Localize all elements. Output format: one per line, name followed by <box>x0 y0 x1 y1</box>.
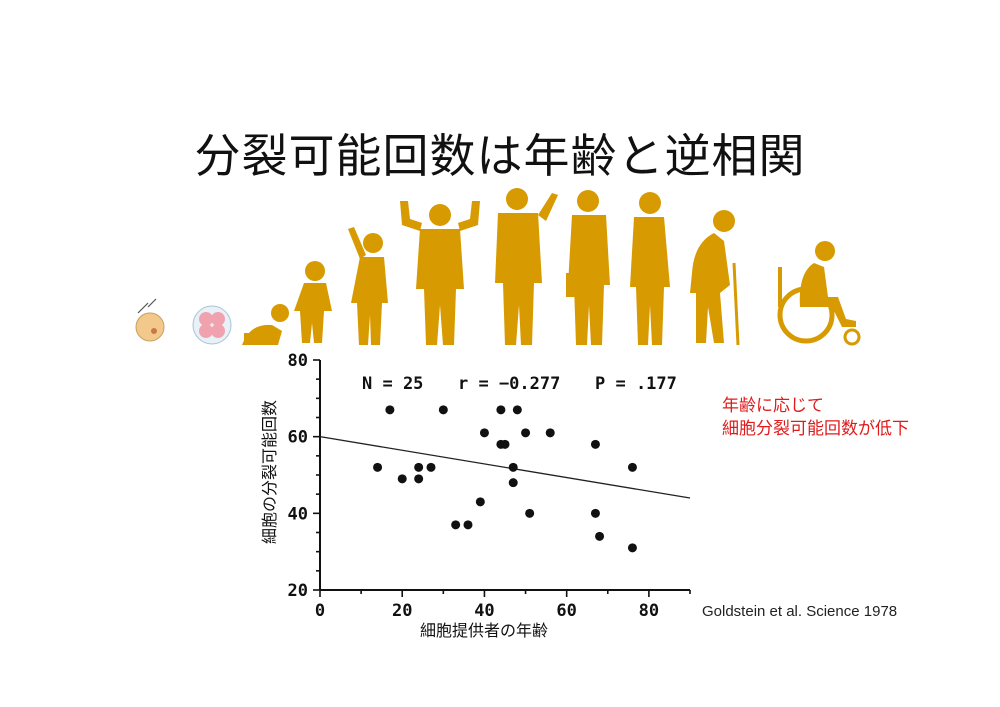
data-point <box>512 405 522 415</box>
data-point <box>463 520 473 530</box>
slide-title: 分裂可能回数は年齢と逆相関 <box>194 129 806 183</box>
data-point <box>508 462 518 472</box>
data-point <box>500 439 510 449</box>
data-point <box>451 520 461 530</box>
regression-line <box>319 436 691 499</box>
data-point <box>479 428 489 438</box>
citation: Goldstein et al. Science 1978 <box>702 603 898 620</box>
note-line-1: 年齢に応じて <box>722 396 824 416</box>
data-point <box>525 508 535 518</box>
child-silhouette-icon <box>348 227 388 345</box>
wheelchair-silhouette-icon <box>777 241 861 346</box>
stat-p: P = .177 <box>595 374 677 394</box>
data-point <box>521 428 531 438</box>
y-tick-label: 20 <box>288 581 308 601</box>
young-man-silhouette-icon <box>400 201 480 345</box>
note-line-2: 細胞分裂可能回数が低下 <box>722 419 909 439</box>
x-tick-label: 0 <box>315 601 325 621</box>
data-point <box>595 531 605 541</box>
data-point <box>385 405 395 415</box>
x-axis-label: 細胞提供者の年齢 <box>420 621 549 640</box>
y-tick-label: 40 <box>288 504 308 524</box>
data-point <box>397 474 407 484</box>
y-tick-label: 60 <box>288 428 308 448</box>
data-point <box>438 405 448 415</box>
data-point <box>545 428 555 438</box>
data-point <box>475 497 485 507</box>
elderly-with-cane-silhouette-icon <box>690 210 740 346</box>
man-pointing-silhouette-icon <box>495 188 558 345</box>
data-point <box>590 439 600 449</box>
data-point <box>590 508 600 518</box>
data-point <box>508 478 518 488</box>
data-point <box>414 462 424 472</box>
egg-cell-icon <box>135 298 165 342</box>
x-tick-label: 40 <box>474 601 494 621</box>
data-point <box>373 462 383 472</box>
stat-n: N = 25 <box>362 374 423 394</box>
y-tick-label: 80 <box>288 351 308 371</box>
toddler-silhouette-icon <box>294 261 332 343</box>
life-stages-illustration <box>135 188 861 346</box>
x-tick-label: 80 <box>639 601 659 621</box>
stat-r: r = −0.277 <box>458 374 560 394</box>
businessman-silhouette-icon <box>566 190 610 345</box>
baby-silhouette-icon <box>242 304 289 345</box>
x-tick-label: 60 <box>556 601 576 621</box>
data-point <box>426 462 436 472</box>
data-point <box>627 543 637 553</box>
embryo-icon <box>192 305 232 345</box>
x-tick-label: 20 <box>392 601 412 621</box>
y-axis-label: 細胞の分裂可能回数 <box>260 399 279 545</box>
data-point <box>496 405 506 415</box>
annotation-note: 年齢に応じて 細胞分裂可能回数が低下 <box>722 395 909 441</box>
data-point <box>627 462 637 472</box>
middle-aged-man-silhouette-icon <box>630 192 670 345</box>
data-point <box>414 474 424 484</box>
